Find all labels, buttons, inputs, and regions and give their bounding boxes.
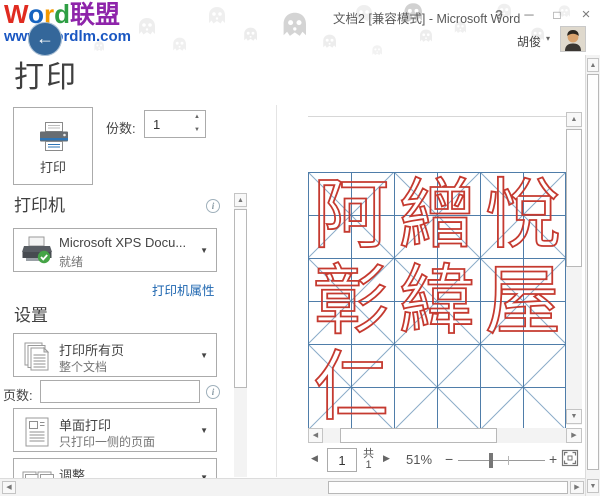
pages-info-icon[interactable]: i [206,385,220,399]
page-total-label: 共 1 [363,448,374,471]
calligraphy-character: 悅 [484,172,562,259]
panel-divider [276,105,277,477]
printer-status: 就绪 [59,255,84,269]
account-name[interactable]: 胡俊 [517,35,542,49]
zoom-out-button[interactable]: − [445,451,454,467]
dropdown-caret-icon: ▼ [200,351,208,360]
preview-scroll-up-icon[interactable]: ▲ [566,112,582,127]
dropdown-caret-icon: ▼ [200,246,208,255]
window-scroll-up-icon[interactable]: ▲ [587,58,599,72]
avatar[interactable] [560,26,586,52]
preview-hscrollbar-thumb[interactable] [340,428,497,443]
page-title: 打印 [14,61,78,94]
zoom-slider-midpoint [508,456,509,465]
page-number-input[interactable] [328,449,356,471]
page-number-box [327,448,357,472]
logo-letter: d [54,0,70,29]
logo-letter: W [4,0,29,29]
window-title: 文档2 [兼容模式] - Microsoft Word [333,12,521,26]
next-page-icon[interactable]: ▶ [383,453,390,463]
minimize-button[interactable]: ─ [524,7,534,22]
copies-label: 份数: [106,121,136,136]
print-preview-page: 阿 繒 悅 彰 緯 屋 仁 [308,172,566,428]
window-hscrollbar-thumb[interactable] [328,481,568,494]
duplex-title: 单面打印 [59,418,112,433]
pages-input[interactable] [40,380,200,403]
fit-page-icon [561,449,579,467]
print-range-dropdown[interactable]: 打印所有页 整个文档 ▼ [13,333,217,377]
window-vscrollbar-thumb[interactable] [587,74,599,470]
site-url: www.wordlm.com [4,28,131,45]
dropdown-caret-icon: ▼ [200,426,208,435]
zoom-in-button[interactable]: + [549,451,558,467]
page-edge [308,116,566,117]
logo-letter: 联盟 [69,1,120,29]
preview-vscrollbar-thumb[interactable] [566,129,582,267]
back-arrow-icon: ← [36,28,54,48]
back-button[interactable]: ← [28,22,62,56]
zoom-to-page-button[interactable] [561,449,579,467]
duplex-subtitle: 只打印一侧的页面 [59,435,156,449]
zoom-slider-track[interactable] [458,460,545,461]
preview-scroll-right-icon[interactable]: ▶ [566,428,582,443]
calligraphy-character: 彰 [312,256,390,345]
logo-letter: r [43,0,55,29]
copies-input[interactable] [145,111,189,137]
panel-scrollbar-thumb[interactable] [234,209,247,388]
zoom-slider-thumb[interactable] [489,453,493,468]
print-button[interactable]: 打印 [13,107,93,185]
print-range-title: 打印所有页 [59,343,125,358]
calligraphy-character: 屋 [484,256,562,345]
window-scroll-right-icon[interactable]: ▶ [570,481,584,494]
window-scroll-left-icon[interactable]: ◀ [2,481,16,494]
print-range-subtitle: 整个文档 [59,360,108,374]
print-button-label: 打印 [39,160,66,175]
printer-section-title: 打印机 [14,196,65,215]
calligraphy-character: 緯 [398,256,476,345]
settings-section-title: 设置 [14,306,48,325]
printer-select[interactable]: Microsoft XPS Docu... 就绪 ▼ [13,228,217,272]
copies-stepper: ▲ ▼ [144,110,206,138]
window-scroll-down-icon[interactable]: ▼ [587,479,599,493]
copies-decrement-icon[interactable]: ▼ [194,127,200,133]
calligraphy-character: 仁 [312,342,390,428]
one-sided-page-icon [25,417,49,447]
pages-label: 页数: [3,388,33,403]
calligraphy-character: 阿 [312,172,390,259]
dropdown-caret-icon: ▼ [200,473,208,482]
previous-page-icon[interactable]: ◀ [311,453,318,463]
preview-scroll-left-icon[interactable]: ◀ [308,428,323,443]
calligraphy-character [394,344,480,428]
printer-info-icon[interactable]: i [206,199,220,213]
site-logo: Word联盟 [4,1,131,28]
maximize-button[interactable]: □ [553,8,561,22]
duplex-dropdown[interactable]: 单面打印 只打印一侧的页面 ▼ [13,408,217,452]
panel-scroll-up-icon[interactable]: ▲ [234,193,247,207]
printer-properties-link[interactable]: 打印机属性 [152,284,215,298]
logo-letter: o [28,0,44,29]
printer-icon [40,122,68,151]
site-watermark: Word联盟 www.wordlm.com [4,1,131,44]
close-button[interactable]: × [581,6,591,23]
all-pages-icon [24,342,50,371]
copies-increment-icon[interactable]: ▲ [194,114,200,120]
help-button[interactable]: ? [495,7,503,22]
zoom-level[interactable]: 51% [406,452,433,467]
preview-scroll-down-icon[interactable]: ▼ [566,409,582,424]
calligraphy-character: 繒 [398,172,476,259]
calligraphy-character [480,344,566,428]
printer-device-icon [22,236,52,264]
calligraphy-grid [308,172,566,428]
printer-name: Microsoft XPS Docu... [59,235,187,250]
account-caret-icon: ▾ [546,34,551,43]
